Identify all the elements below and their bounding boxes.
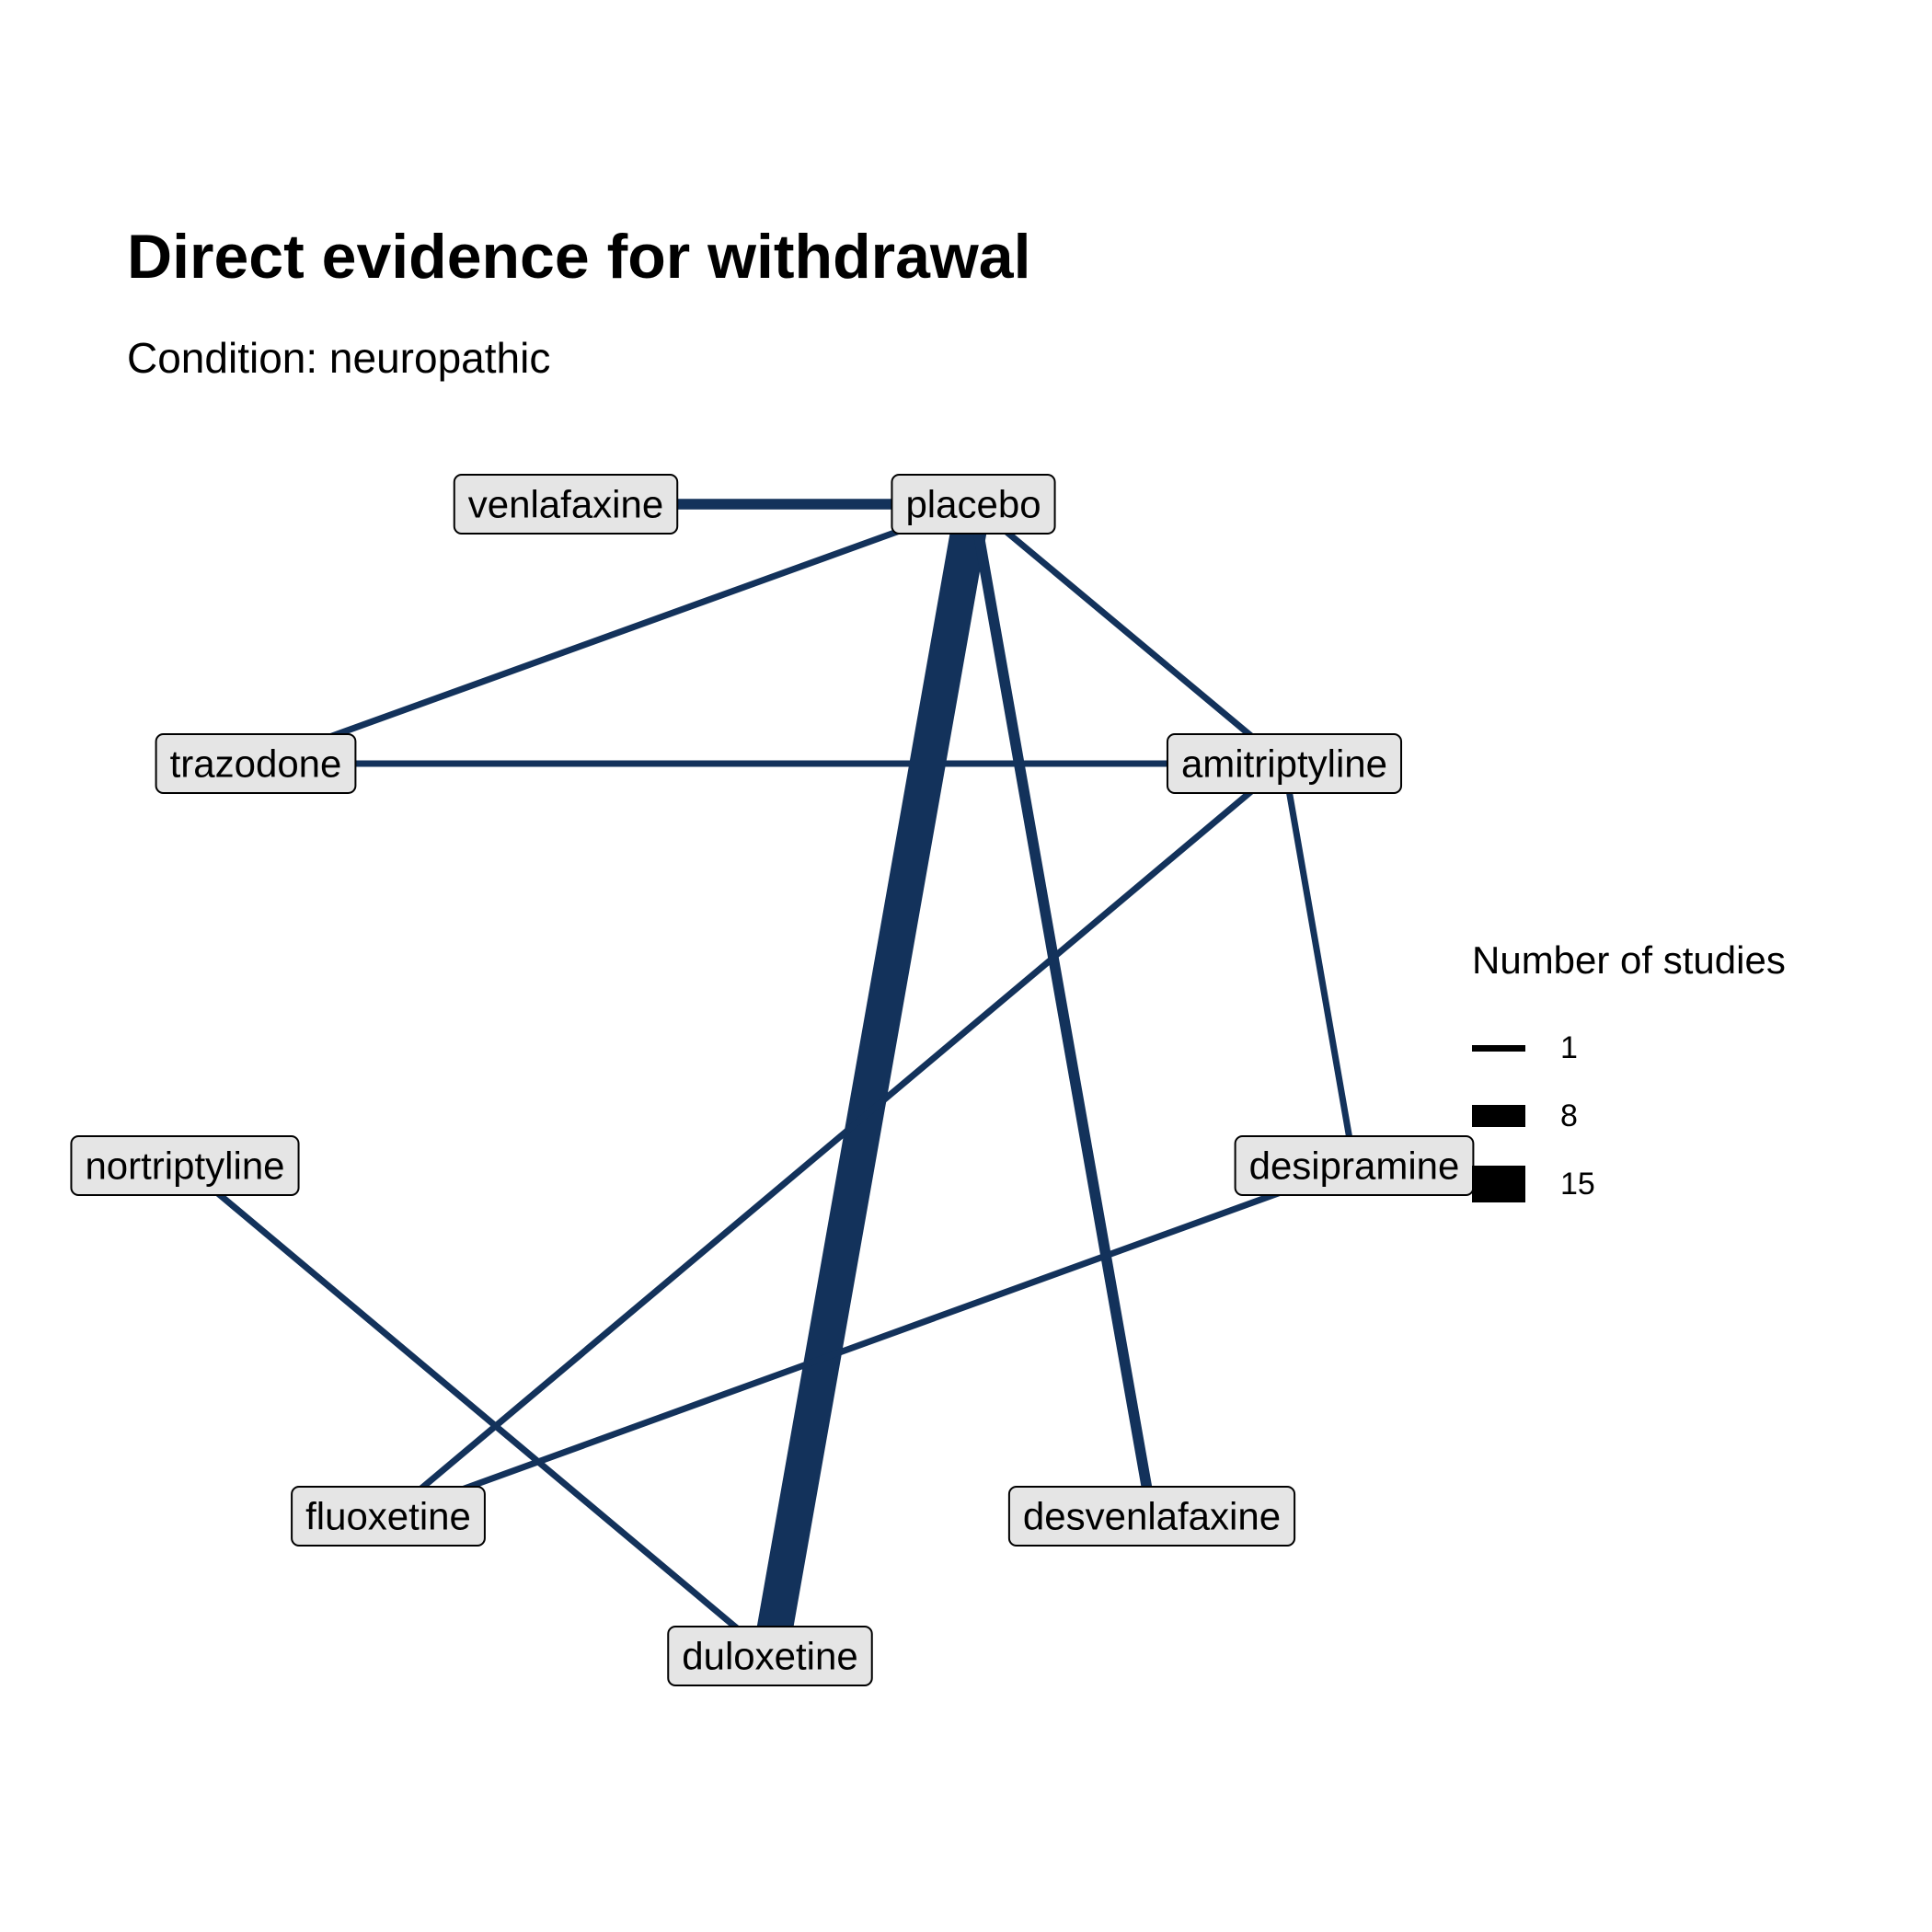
node-label: placebo <box>905 483 1041 526</box>
node-layer: venlafaxine placebo trazodone amitriptyline… <box>70 474 1475 1686</box>
legend-key <box>1472 1044 1527 1052</box>
node-box <box>291 1486 486 1547</box>
node-desipramine: desipramine <box>1234 1135 1475 1196</box>
chart-title: Direct evidence for withdrawal <box>127 222 1031 292</box>
node-label: fluoxetine <box>305 1495 471 1538</box>
edge-amitriptyline-desipramine <box>1281 763 1358 1167</box>
edge-amitriptyline-fluoxetine <box>385 761 1287 1519</box>
legend: Number of studies 1 8 15 <box>1472 938 1786 1218</box>
node-venlafaxine: venlafaxine <box>453 474 679 535</box>
legend-item: 1 <box>1472 1014 1786 1082</box>
node-label: desvenlafaxine <box>1023 1495 1281 1538</box>
node-fluoxetine: fluoxetine <box>291 1486 486 1547</box>
edge-placebo-amitriptyline <box>971 501 1287 766</box>
node-placebo: placebo <box>891 474 1056 535</box>
node-label: amitriptyline <box>1181 742 1387 786</box>
node-nortriptyline: nortriptyline <box>70 1135 300 1196</box>
legend-bar <box>1472 1105 1525 1127</box>
edge-nortriptyline-duloxetine <box>182 1163 773 1659</box>
node-label: venlafaxine <box>468 483 663 526</box>
node-trazodone: trazodone <box>155 733 357 794</box>
node-label: trazodone <box>170 742 342 786</box>
edge-placebo-duloxetine <box>752 500 992 1660</box>
legend-title: Number of studies <box>1472 938 1786 982</box>
legend-label: 1 <box>1560 1029 1578 1065</box>
node-box <box>70 1135 300 1196</box>
node-box <box>155 733 357 794</box>
node-box <box>1234 1135 1475 1196</box>
legend-key <box>1472 1105 1527 1127</box>
edge-placebo-trazodone <box>254 500 975 767</box>
edge-layer <box>182 499 1358 1660</box>
legend-label: 15 <box>1560 1166 1595 1202</box>
node-label: nortriptyline <box>85 1144 284 1188</box>
node-box <box>667 1626 873 1686</box>
legend-key <box>1472 1166 1527 1202</box>
edge-desipramine-fluoxetine <box>386 1162 1356 1520</box>
node-desvenlafaxine: desvenlafaxine <box>1007 1486 1296 1547</box>
node-duloxetine: duloxetine <box>667 1626 873 1686</box>
legend-bar <box>1472 1044 1525 1052</box>
legend-item: 15 <box>1472 1150 1786 1218</box>
node-box <box>1007 1486 1296 1547</box>
edge-placebo-desvenlafaxine <box>968 502 1157 1518</box>
node-box <box>1166 733 1403 794</box>
node-label: desipramine <box>1249 1144 1460 1188</box>
node-amitriptyline: amitriptyline <box>1166 733 1403 794</box>
node-label: duloxetine <box>682 1635 857 1678</box>
legend-label: 8 <box>1560 1098 1578 1133</box>
node-box <box>453 474 679 535</box>
legend-item: 8 <box>1472 1082 1786 1150</box>
node-box <box>891 474 1056 535</box>
chart-subtitle: Condition: neuropathic <box>127 334 551 382</box>
legend-bar <box>1472 1166 1525 1202</box>
